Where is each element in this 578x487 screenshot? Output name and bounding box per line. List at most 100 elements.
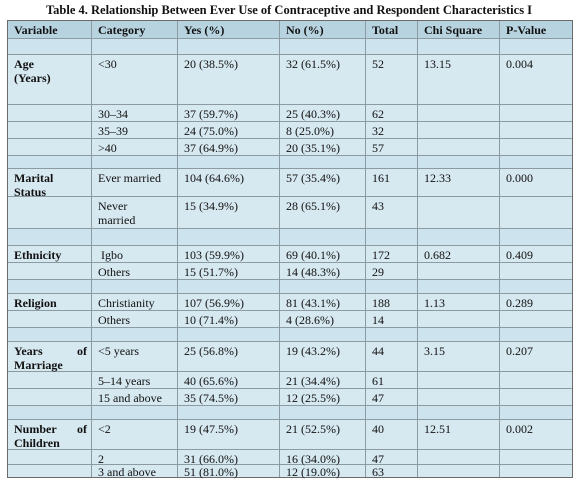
- total-cell: 47: [366, 389, 418, 405]
- table-row: 15 and above 35 (74.5%) 12 (25.5%) 47: [8, 389, 572, 406]
- no-cell: 20 (35.1%): [280, 139, 366, 155]
- no-cell: 28 (65.1%): [280, 197, 366, 228]
- category-cell: Christianity: [92, 294, 178, 310]
- spacer-row: [8, 328, 572, 342]
- total-cell: 57: [366, 139, 418, 155]
- category-cell: 3 and above: [92, 465, 178, 479]
- spacer-row: [8, 280, 572, 294]
- yes-cell: 40 (65.6%): [178, 372, 280, 388]
- yes-cell: 10 (71.4%): [178, 311, 280, 327]
- header-no: No (%): [280, 21, 366, 38]
- header-variable: Variable: [8, 21, 92, 38]
- header-total: Total: [366, 21, 418, 38]
- variable-age: Age (Years): [8, 55, 92, 104]
- variable-years-of-marriage: Years of Marriage: [8, 342, 92, 372]
- yes-cell: 103 (59.9%): [178, 246, 280, 262]
- spacer-row: [8, 39, 572, 55]
- total-cell: 47: [366, 450, 418, 466]
- variable-ethnicity: Ethnicity: [8, 246, 92, 262]
- category-cell: 30–34: [92, 105, 178, 121]
- table-row: Others 10 (71.4%) 4 (28.6%) 14: [8, 311, 572, 328]
- chi-square-cell: 3.15: [418, 342, 500, 371]
- category-cell: >40: [92, 139, 178, 155]
- table-row: >40 37 (64.9%) 20 (35.1%) 57: [8, 139, 572, 156]
- table-row-never-married: Never married 15 (34.9%) 28 (65.1%) 43: [8, 197, 572, 229]
- table-row-age-under-30: Age (Years) <30 20 (38.5%) 32 (61.5%) 52…: [8, 55, 572, 105]
- chi-square-cell: 12.51: [418, 420, 500, 449]
- table-row: 5–14 years 40 (65.6%) 21 (34.4%) 61: [8, 372, 572, 389]
- category-cell: <5 years: [92, 342, 178, 371]
- no-cell: 14 (48.3%): [280, 263, 366, 279]
- category-cell: 2: [92, 450, 178, 466]
- p-value-cell: 0.207: [506, 344, 533, 358]
- total-cell: 43: [366, 197, 418, 228]
- table-row: 3 and above 51 (81.0%) 12 (19.0%) 63: [8, 465, 572, 479]
- no-cell: 25 (40.3%): [280, 105, 366, 121]
- no-cell: 19 (43.2%): [280, 342, 366, 371]
- table-row: Others 15 (51.7%) 14 (48.3%) 29: [8, 263, 572, 280]
- spacer-row: [8, 156, 572, 169]
- p-value-cell: 0.000: [506, 171, 533, 185]
- variable-number-of-children: Number of Children: [8, 420, 92, 450]
- total-cell: 63: [366, 465, 418, 479]
- yes-cell: 31 (66.0%): [178, 450, 280, 466]
- yes-cell: 35 (74.5%): [178, 389, 280, 405]
- no-cell: 69 (40.1%): [280, 246, 366, 262]
- total-cell: 44: [366, 342, 418, 371]
- spacer-row: [8, 229, 572, 246]
- category-cell: Others: [92, 311, 178, 327]
- category-cell: 5–14 years: [92, 372, 178, 388]
- table-row: 30–34 37 (59.7%) 25 (40.3%) 62: [8, 105, 572, 122]
- yes-cell: 15 (34.9%): [178, 197, 280, 228]
- total-cell: 161: [366, 169, 418, 196]
- characteristics-table: Variable Category Yes (%) No (%) Total C…: [7, 20, 573, 479]
- p-value-cell: 0.004: [506, 57, 533, 71]
- category-cell: Ever married: [92, 169, 178, 196]
- p-value-cell: 0.289: [506, 296, 533, 310]
- table-row-christianity: Religion Christianity 107 (56.9%) 81 (43…: [8, 294, 572, 311]
- no-cell: 8 (25.0%): [280, 122, 366, 138]
- total-cell: 188: [366, 294, 418, 310]
- total-cell: 52: [366, 55, 418, 104]
- chi-square-cell: 12.33: [418, 169, 500, 196]
- total-cell: 29: [366, 263, 418, 279]
- table-row-under-2-children: Number of Children <2 19 (47.5%) 21 (52.5…: [8, 420, 572, 450]
- no-cell: 81 (43.1%): [280, 294, 366, 310]
- table-row: 2 31 (66.0%) 16 (34.0%) 47: [8, 450, 572, 466]
- yes-cell: 20 (38.5%): [178, 55, 280, 104]
- yes-cell: 37 (64.9%): [178, 139, 280, 155]
- yes-cell: 37 (59.7%): [178, 105, 280, 121]
- header-yes: Yes (%): [178, 21, 280, 38]
- no-cell: 32 (61.5%): [280, 55, 366, 104]
- spacer-row: [8, 406, 572, 420]
- chi-square-cell: 13.15: [418, 55, 500, 104]
- total-cell: 172: [366, 246, 418, 262]
- category-cell: 15 and above: [92, 389, 178, 405]
- yes-cell: 15 (51.7%): [178, 263, 280, 279]
- no-cell: 12 (25.5%): [280, 389, 366, 405]
- table-row-igbo: Ethnicity Igbo 103 (59.9%) 69 (40.1%) 17…: [8, 246, 572, 263]
- yes-cell: 24 (75.0%): [178, 122, 280, 138]
- table-row-ever-married: Marital Status Ever married 104 (64.6%) …: [8, 169, 572, 199]
- yes-cell: 107 (56.9%): [178, 294, 280, 310]
- no-cell: 16 (34.0%): [280, 450, 366, 466]
- yes-cell: 25 (56.8%): [178, 342, 280, 371]
- total-cell: 32: [366, 122, 418, 138]
- total-cell: 40: [366, 420, 418, 449]
- chi-square-cell: 0.682: [418, 246, 500, 262]
- header-category: Category: [92, 21, 178, 38]
- total-cell: 62: [366, 105, 418, 121]
- no-cell: 57 (35.4%): [280, 169, 366, 196]
- p-value-cell: 0.002: [506, 422, 533, 436]
- category-cell: <2: [92, 420, 178, 449]
- p-value-cell: 0.409: [506, 248, 533, 262]
- category-cell: Others: [92, 263, 178, 279]
- no-cell: 4 (28.6%): [280, 311, 366, 327]
- total-cell: 61: [366, 372, 418, 388]
- category-cell: 35–39: [92, 122, 178, 138]
- category-cell: Never married: [92, 197, 178, 228]
- no-cell: 21 (34.4%): [280, 372, 366, 388]
- no-cell: 21 (52.5%): [280, 420, 366, 449]
- table-row-under-5-years: Years of Marriage <5 years 25 (56.8%) 19 …: [8, 342, 572, 372]
- no-cell: 12 (19.0%): [280, 465, 366, 479]
